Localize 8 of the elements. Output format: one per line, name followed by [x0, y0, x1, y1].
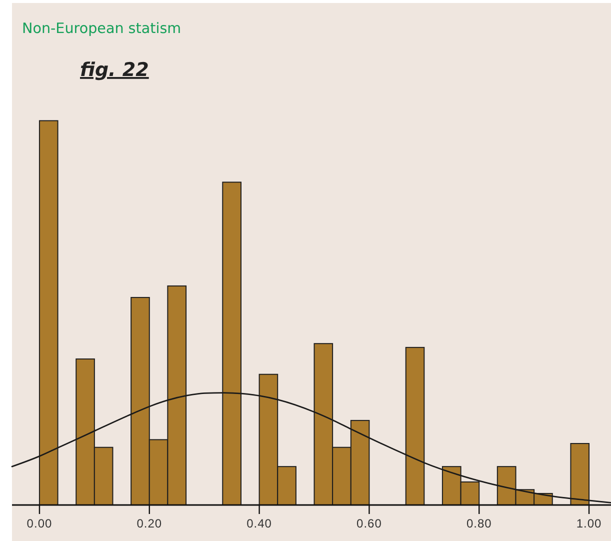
chart-subtitle: fig. 22: [80, 59, 149, 81]
x-tick-label: 0.60: [356, 516, 382, 531]
x-tick-label: 0.40: [246, 516, 272, 531]
x-tick-label: 0.80: [466, 516, 492, 531]
x-tick-label: 0.00: [26, 516, 52, 531]
x-tick-label: 0.20: [136, 516, 162, 531]
x-tick-label: 1.00: [576, 516, 602, 531]
chart-title: Non-European statism: [22, 21, 182, 37]
